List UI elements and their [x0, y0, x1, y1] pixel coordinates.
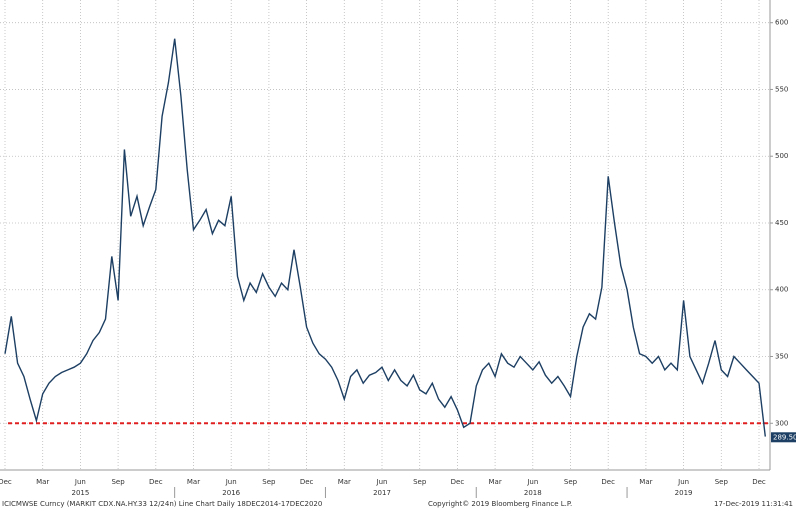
y-tick-label: 300 [775, 419, 788, 427]
x-tick-label: Dec [300, 478, 314, 486]
x-tick-label: Mar [36, 478, 49, 486]
x-tick-label: Jun [74, 478, 86, 486]
x-tick-label: Dec [0, 478, 12, 486]
x-tick-label: Dec [752, 478, 766, 486]
y-tick-label: 600 [775, 19, 788, 27]
data-line [4, 38, 766, 437]
footer-left: ICICMWSE Curncy (MARKIT CDX.NA.HY.33 12/… [2, 500, 322, 508]
x-tick-label: Jun [225, 478, 237, 486]
x-tick-label: Jun [677, 478, 689, 486]
x-tick-label: Dec [451, 478, 465, 486]
x-tick-label: Sep [111, 478, 125, 486]
year-label: 2019 [675, 489, 693, 497]
footer-right: 17-Dec-2019 11:31:41 [714, 500, 793, 508]
year-label: 2016 [222, 489, 240, 497]
x-tick-label: Sep [413, 478, 427, 486]
x-tick-label: Jun [526, 478, 538, 486]
last-value-label: 289.502 [773, 433, 796, 441]
y-tick-label: 450 [775, 219, 788, 227]
x-tick-label: Jun [376, 478, 388, 486]
year-label: 2015 [71, 489, 89, 497]
y-tick-label: 550 [775, 85, 788, 93]
x-tick-label: Dec [149, 478, 163, 486]
x-tick-label: Sep [564, 478, 578, 486]
y-tick-label: 400 [775, 286, 788, 294]
x-tick-label: Mar [338, 478, 351, 486]
x-tick-label: Sep [262, 478, 276, 486]
x-tick-label: Mar [639, 478, 652, 486]
y-tick-label: 500 [775, 152, 788, 160]
y-tick-label: 350 [775, 353, 788, 361]
x-tick-label: Dec [601, 478, 615, 486]
x-tick-label: Sep [715, 478, 729, 486]
last-value-box [771, 432, 796, 443]
x-tick-label: Mar [187, 478, 200, 486]
x-tick-label: Mar [488, 478, 501, 486]
footer-center: Copyright© 2019 Bloomberg Finance L.P. [428, 500, 572, 508]
year-label: 2018 [524, 489, 542, 497]
year-label: 2017 [373, 489, 391, 497]
